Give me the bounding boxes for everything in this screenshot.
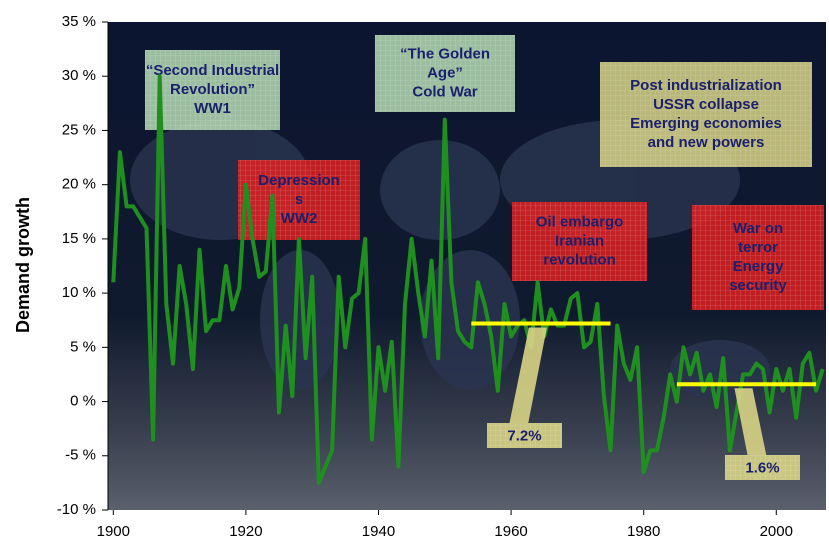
annotation-text: USSR collapse: [653, 96, 759, 113]
y-axis-label: Demand growth: [13, 197, 33, 333]
annotation-texture: [375, 35, 515, 112]
annotation-text: revolution: [543, 251, 616, 268]
annotation-texture: [692, 205, 824, 310]
annotation-text: WW2: [281, 210, 318, 227]
y-tick-label: 20 %: [62, 176, 96, 193]
annotation-text: Emerging economies: [630, 115, 782, 132]
y-tick-label: 35 %: [62, 13, 96, 30]
annotation-text: Revolution”: [170, 81, 255, 98]
y-tick-label: 10 %: [62, 284, 96, 301]
y-tick-label: 15 %: [62, 230, 96, 247]
annotation-text: Iranian: [555, 232, 604, 249]
callout-pointer: [734, 388, 767, 455]
annotation-text: security: [729, 277, 787, 294]
y-tick-label: 0 %: [70, 393, 96, 410]
y-tick-label: 30 %: [62, 67, 96, 84]
x-tick-label: 1980: [627, 523, 660, 540]
x-tick-label: 1940: [362, 523, 395, 540]
y-tick-label: 5 %: [70, 338, 96, 355]
annotation-text: WW1: [194, 100, 231, 117]
y-tick-label: -5 %: [65, 447, 96, 464]
y-tick-label: -10 %: [57, 501, 96, 518]
annotation-text: and new powers: [648, 134, 765, 151]
average-label: 1.6%: [745, 459, 779, 476]
x-tick-label: 1920: [229, 523, 262, 540]
annotation-text: War on: [733, 220, 783, 237]
annotation-text: Post industrialization: [630, 77, 782, 94]
x-tick-label: 1900: [97, 523, 130, 540]
callout-texture: [487, 423, 562, 448]
x-tick-label: 2000: [760, 523, 793, 540]
annotation-texture: [600, 62, 812, 167]
annotation-text: Age”: [427, 64, 463, 81]
annotation-text: terror: [738, 239, 778, 256]
annotation-text: Oil embargo: [536, 213, 624, 230]
annotation-text: Depression: [258, 172, 340, 189]
callout-texture: [725, 455, 800, 480]
annotation-texture: [512, 202, 647, 281]
average-label: 7.2%: [507, 427, 541, 444]
annotation-text: “The Golden: [400, 45, 490, 62]
annotation-texture: [145, 50, 280, 130]
annotation-text: “Second Industrial: [146, 62, 279, 79]
annotation-text: Energy: [733, 258, 785, 275]
callout-pointer: [509, 327, 547, 423]
demand-line: [111, 74, 825, 485]
annotation-text: s: [295, 191, 303, 208]
y-tick-label: 25 %: [62, 121, 96, 138]
annotation-text: Cold War: [412, 83, 477, 100]
x-tick-label: 1960: [494, 523, 527, 540]
annotation-texture: [238, 160, 360, 240]
